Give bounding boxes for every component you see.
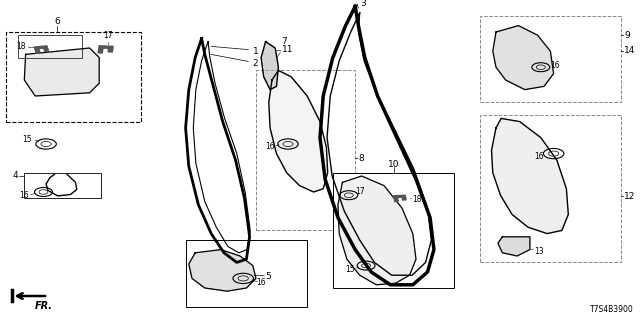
- Bar: [18, 35, 82, 58]
- Text: 16: 16: [266, 142, 275, 151]
- Polygon shape: [189, 250, 256, 291]
- Text: 17: 17: [355, 188, 365, 196]
- Bar: [480, 16, 621, 102]
- Polygon shape: [261, 42, 278, 90]
- Text: 18: 18: [412, 195, 422, 204]
- Bar: [186, 240, 307, 307]
- Polygon shape: [493, 26, 554, 90]
- Bar: [333, 173, 454, 288]
- Text: 6: 6: [54, 17, 60, 26]
- Text: 17: 17: [102, 31, 113, 40]
- Polygon shape: [492, 118, 568, 234]
- Text: 9: 9: [624, 30, 630, 39]
- Polygon shape: [269, 70, 328, 192]
- Polygon shape: [338, 176, 416, 285]
- Text: 18: 18: [16, 42, 26, 51]
- Text: 11: 11: [282, 45, 293, 54]
- Polygon shape: [498, 237, 530, 256]
- Polygon shape: [98, 46, 113, 53]
- Bar: [24, 173, 101, 198]
- Text: 3: 3: [361, 0, 366, 8]
- Bar: [480, 115, 621, 262]
- Polygon shape: [24, 48, 99, 96]
- Text: 5: 5: [266, 272, 271, 281]
- Text: 7: 7: [282, 37, 287, 46]
- Text: 16: 16: [256, 278, 266, 287]
- Text: 1: 1: [253, 47, 259, 56]
- Text: 15: 15: [346, 265, 355, 274]
- Text: 12: 12: [624, 192, 636, 201]
- Text: 16: 16: [534, 152, 544, 161]
- Text: 16: 16: [19, 191, 29, 200]
- Text: 8: 8: [358, 154, 364, 163]
- Text: 4: 4: [12, 172, 18, 180]
- Text: 14: 14: [624, 46, 636, 55]
- Text: 15: 15: [22, 135, 32, 144]
- Text: FR.: FR.: [35, 301, 53, 311]
- Text: 10: 10: [388, 160, 399, 169]
- Text: T7S4B3900: T7S4B3900: [590, 305, 634, 314]
- Bar: [256, 70, 355, 230]
- Text: 13: 13: [534, 247, 544, 256]
- Polygon shape: [34, 46, 49, 53]
- Text: 16: 16: [550, 61, 560, 70]
- Polygon shape: [394, 195, 406, 202]
- Bar: [6, 32, 141, 122]
- Text: 2: 2: [253, 60, 259, 68]
